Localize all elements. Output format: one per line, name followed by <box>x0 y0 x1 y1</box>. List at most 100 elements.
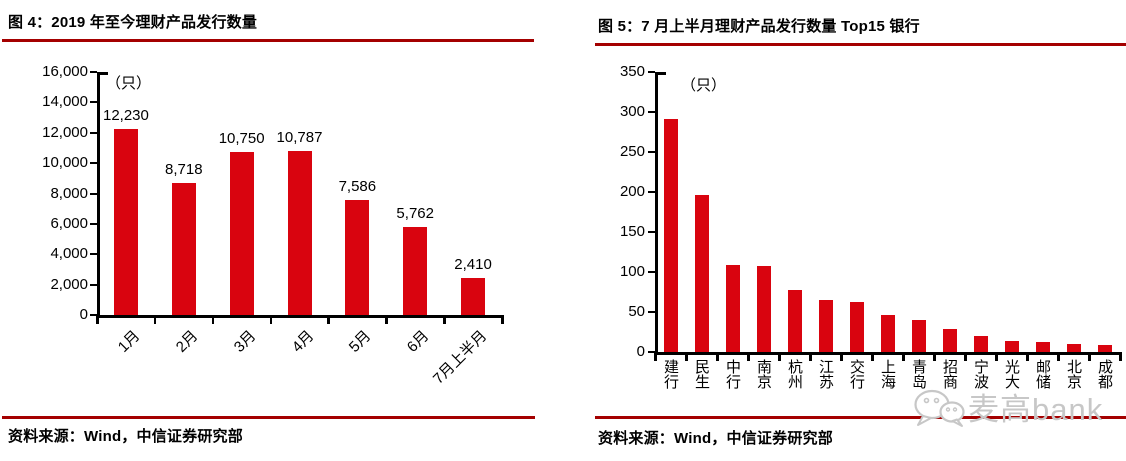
axis-unit-label: （只） <box>106 75 152 92</box>
watermark-text: 麦高bank <box>968 392 1104 427</box>
figure5-source: 资料来源：Wind，中信证券研究部 <box>598 430 833 447</box>
y-axis-tick-label: 200 <box>619 183 645 200</box>
y-axis-tick <box>648 271 655 273</box>
bar <box>973 336 988 352</box>
y-axis-tick-label: 6,000 <box>50 214 88 232</box>
x-axis-tick <box>995 352 998 361</box>
bar <box>113 129 138 315</box>
bar <box>461 278 486 315</box>
bar <box>942 328 957 352</box>
y-axis-top-cap <box>97 72 108 75</box>
x-axis-category-label: 北京 <box>1065 359 1082 389</box>
bar <box>694 195 709 352</box>
y-axis-tick-label: 4,000 <box>50 245 88 263</box>
bar-value-label: 12,230 <box>102 107 149 125</box>
x-axis-category-label: 招商 <box>941 359 958 389</box>
y-axis-tick <box>648 231 655 233</box>
x-axis-tick <box>902 352 905 361</box>
figure4-title-underline <box>2 39 534 42</box>
x-axis-tick <box>1119 352 1122 361</box>
axis-unit-label: （只） <box>681 77 727 94</box>
y-axis-tick-label: 350 <box>619 63 645 80</box>
figure5-title: 图 5：7 月上半月理财产品发行数量 Top15 银行 <box>598 18 920 35</box>
bar <box>880 315 895 352</box>
y-axis-tick <box>90 101 97 104</box>
x-axis-tick <box>716 352 719 361</box>
y-axis-tick-label: 250 <box>619 143 645 160</box>
x-axis-category-label: 邮储 <box>1034 359 1051 389</box>
bar <box>756 266 771 352</box>
x-axis-tick <box>654 352 657 361</box>
x-axis-tick <box>778 352 781 361</box>
x-axis-tick <box>747 352 750 361</box>
figure4-footer-rule <box>2 416 535 419</box>
x-axis-tick <box>1088 352 1091 361</box>
bar <box>849 301 864 352</box>
x-axis-tick <box>809 352 812 361</box>
x-axis-category-label: 宁波 <box>972 359 989 389</box>
bar-value-label: 10,750 <box>218 129 265 147</box>
figure5-footer-rule <box>595 416 1126 419</box>
bar <box>345 199 370 315</box>
y-axis-tick <box>648 191 655 193</box>
y-axis-tick <box>90 253 97 256</box>
y-axis-tick-label: 12,000 <box>42 123 88 141</box>
bar <box>725 264 740 352</box>
y-axis-tick-label: 50 <box>628 303 645 320</box>
y-axis-line <box>655 72 658 355</box>
bar <box>818 300 833 352</box>
x-axis-tick <box>1057 352 1060 361</box>
x-axis-tick <box>269 315 273 324</box>
y-axis-tick <box>648 111 655 113</box>
x-axis-category-label: 建行 <box>662 359 679 389</box>
watermark: 麦高bank <box>911 388 1103 432</box>
x-axis-tick <box>96 315 99 324</box>
bar <box>229 151 254 315</box>
x-axis-category-label: 上海 <box>879 359 896 389</box>
x-axis-category-label: 南京 <box>755 359 772 389</box>
x-axis-category-label: 交行 <box>848 359 865 389</box>
y-axis-line <box>97 72 100 318</box>
x-axis-category-label: 中行 <box>724 359 741 389</box>
x-axis-tick <box>501 315 504 324</box>
y-axis-tick <box>90 192 97 195</box>
y-axis-tick <box>90 314 97 316</box>
bar-value-label: 2,410 <box>454 256 492 274</box>
x-axis-line <box>97 315 502 318</box>
x-axis-tick <box>153 315 157 324</box>
x-axis-tick <box>933 352 936 361</box>
bar <box>911 320 926 352</box>
x-axis-tick <box>685 352 688 361</box>
bar <box>1066 344 1081 352</box>
bar <box>171 182 196 315</box>
y-axis-tick-label: 150 <box>619 223 645 240</box>
figure4-source: 资料来源：Wind，中信证券研究部 <box>8 428 243 445</box>
y-axis-tick-label: 2,000 <box>50 275 88 293</box>
bar <box>1097 344 1112 352</box>
bar <box>1035 342 1050 352</box>
y-axis-tick-label: 100 <box>619 263 645 280</box>
y-axis-top-cap <box>655 72 666 75</box>
bar <box>403 227 428 315</box>
bar <box>287 151 312 315</box>
bar <box>787 290 802 352</box>
bar-value-label: 10,787 <box>276 129 323 147</box>
y-axis-tick <box>90 162 97 165</box>
x-axis-tick <box>211 315 215 324</box>
y-axis-tick <box>90 222 97 225</box>
y-axis-tick-label: 14,000 <box>42 93 88 111</box>
y-axis-tick <box>648 71 655 73</box>
x-axis-category-label: 成都 <box>1096 359 1113 389</box>
y-axis-tick-label: 300 <box>619 103 645 120</box>
y-axis-tick-label: 10,000 <box>42 154 88 172</box>
y-axis-tick-label: 8,000 <box>50 184 88 202</box>
y-axis-tick-label: 16,000 <box>42 63 88 80</box>
x-axis-tick <box>871 352 874 361</box>
bar <box>663 119 678 352</box>
y-axis-tick <box>90 71 97 73</box>
y-axis-tick <box>90 131 97 134</box>
x-axis-category-label: 青岛 <box>910 359 927 389</box>
y-axis-tick <box>648 151 655 153</box>
x-axis-tick <box>840 352 843 361</box>
